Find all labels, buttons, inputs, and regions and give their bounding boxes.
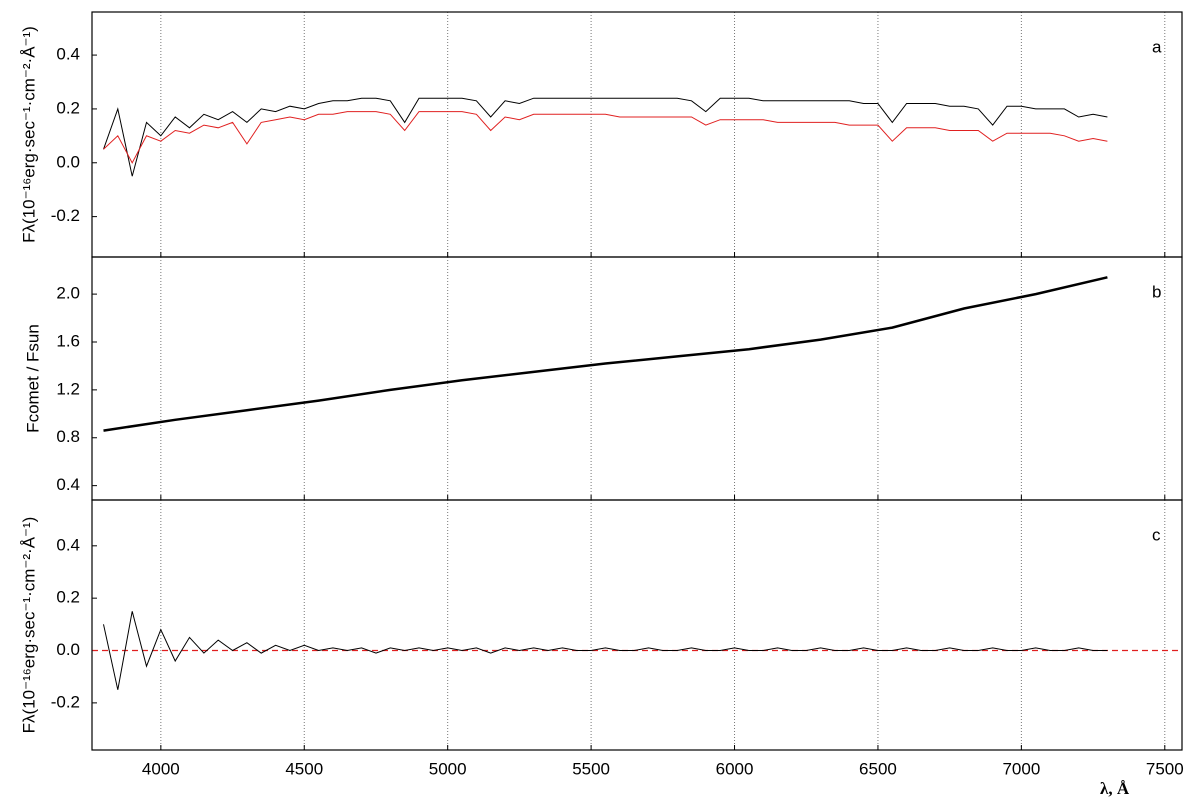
y-axis-label: Fλ(10⁻¹⁶erg·sec⁻¹·cm⁻²·Å⁻¹): [19, 26, 38, 243]
panel-frame: [91, 499, 1183, 751]
y-tick-label: 0.2: [56, 588, 80, 607]
y-tick-label: 0.4: [56, 535, 80, 554]
y-tick-label: -0.2: [51, 692, 80, 711]
y-axis-label: Fcomet / Fsun: [23, 324, 42, 433]
y-tick-label: -0.2: [51, 206, 80, 225]
x-tick-label: 5000: [429, 759, 467, 778]
panel-frame: [91, 256, 1183, 501]
y-tick-label: 0.0: [56, 640, 80, 659]
panel-label: b: [1152, 282, 1161, 301]
x-tick-label: 7500: [1146, 759, 1184, 778]
spectrum-line: [103, 276, 1108, 432]
panel-label: a: [1152, 37, 1162, 56]
y-tick-label: 0.0: [56, 152, 80, 171]
y-tick-label: 0.8: [56, 427, 80, 446]
y-tick-label: 2.0: [56, 284, 80, 303]
x-tick-label: 5500: [572, 759, 610, 778]
y-tick-label: 0.4: [56, 475, 80, 494]
y-tick-label: 0.4: [56, 45, 80, 64]
x-tick-label: 6500: [859, 759, 897, 778]
y-tick-label: 1.6: [56, 331, 80, 350]
x-axis-label: λ, Å: [1100, 779, 1130, 798]
panel-label: c: [1152, 525, 1161, 544]
spectrum-line: [103, 611, 1108, 690]
panel-frame: [91, 11, 1183, 258]
x-tick-label: 7000: [1002, 759, 1040, 778]
y-tick-label: 1.2: [56, 379, 80, 398]
y-tick-label: 0.2: [56, 98, 80, 117]
x-tick-label: 6000: [716, 759, 754, 778]
spectrum-line: [103, 97, 1108, 177]
y-axis-label: Fλ(10⁻¹⁶erg·sec⁻¹·cm⁻²·Å⁻¹): [19, 517, 38, 734]
x-tick-label: 4500: [285, 759, 323, 778]
x-tick-label: 4000: [142, 759, 180, 778]
spectrum-line: [103, 111, 1108, 164]
